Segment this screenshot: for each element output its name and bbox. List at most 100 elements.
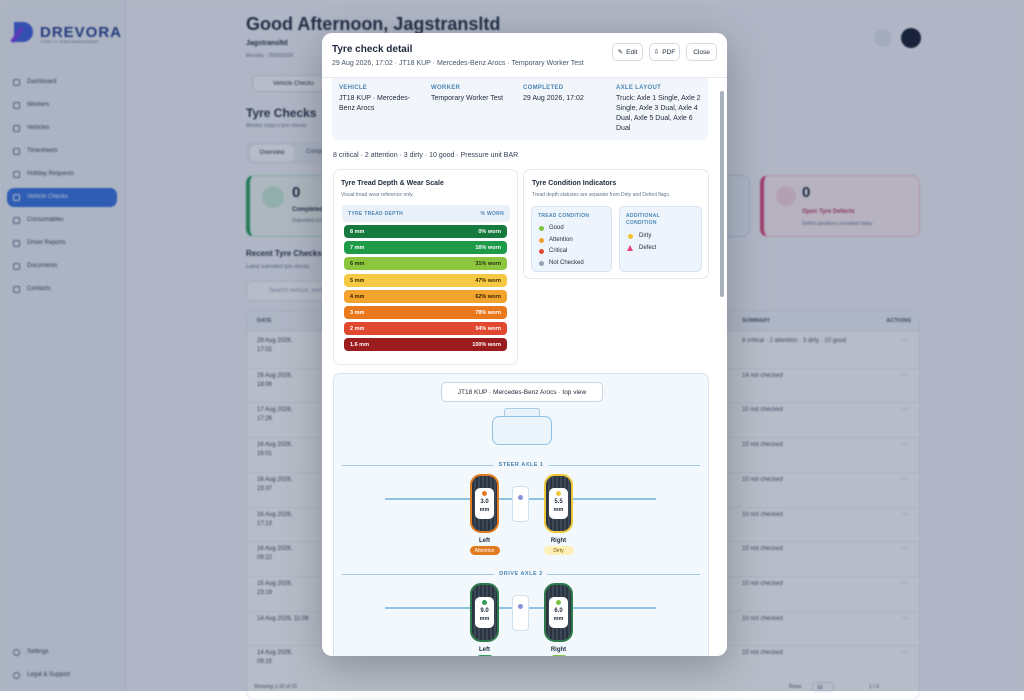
modal-button[interactable]: ✎ Edit	[612, 43, 643, 61]
nav-item[interactable]: Consumables	[27, 217, 64, 223]
tyre-status	[475, 655, 494, 656]
row-action[interactable]: ···	[902, 510, 909, 518]
nav-item[interactable]: Contacts	[27, 286, 51, 292]
card-label: Completed	[292, 207, 324, 213]
scale-card: Tyre Tread Depth & Wear Scale Visual tre…	[333, 169, 518, 365]
avatar[interactable]	[901, 28, 921, 48]
tyre-face: 6.0 mm	[549, 597, 568, 628]
nav-icon	[13, 148, 20, 155]
scale-worn: 16% worn	[475, 245, 501, 252]
row-action[interactable]: ···	[902, 337, 909, 344]
nav-item[interactable]: Holiday Requests	[27, 171, 75, 177]
cell-date: 16 Aug 2026, 09:22	[257, 546, 293, 562]
info-label: VEHICLE	[339, 85, 368, 91]
scale-row: 7 mm 16% worn	[344, 241, 507, 255]
nav-item[interactable]: Legal & Support	[27, 672, 71, 678]
tyre-status: Dirty	[543, 546, 574, 555]
row-action[interactable]: ···	[902, 475, 909, 483]
cell-summary: 10 not checked	[742, 580, 783, 587]
cell-date: 14 Aug 2026, 09:15	[257, 650, 293, 666]
tyre-side: Right	[550, 647, 567, 653]
scale-worn: 0% worn	[478, 229, 501, 235]
nav-item[interactable]: Documents	[27, 263, 58, 269]
cell-date: 15 Aug 2026, 23:19	[257, 580, 293, 596]
scale-header-label: TYRE TREAD DEPTH	[348, 211, 404, 217]
cell-summary: 10 not checked	[742, 615, 783, 622]
tyre-side: Left	[479, 538, 490, 544]
indicator-label: Not Checked	[549, 259, 584, 266]
indicator-heading: ADDITIONAL CONDITION	[626, 213, 660, 226]
scale-row: 2 mm 94% worn	[344, 322, 507, 336]
tab[interactable]: Overview	[250, 145, 294, 161]
axle-hub	[512, 595, 529, 631]
modal-button[interactable]: ⇩ PDF	[649, 43, 680, 61]
nav-icon	[13, 649, 20, 656]
indicator-dot	[539, 237, 544, 243]
tyre[interactable]: 9.0 mm	[470, 583, 499, 642]
nav-item[interactable]: Workers	[27, 102, 50, 108]
tyre[interactable]: 5.5 mm	[544, 474, 573, 533]
indicator-label: Defect	[639, 244, 657, 251]
modal-button[interactable]: Close	[686, 43, 717, 61]
date: Monday · 29/08/2026	[246, 53, 294, 59]
greeting: Good Afternoon, Jagstransltd	[246, 14, 501, 34]
info-value: 29 Aug 2026, 17:02	[523, 95, 584, 102]
bell[interactable]	[874, 29, 892, 47]
card-note: Defect positions recorded today	[802, 221, 873, 227]
divider	[322, 77, 727, 78]
tyre[interactable]: 6.0 mm	[544, 583, 573, 642]
nav-icon	[13, 672, 20, 679]
axle-center	[518, 604, 523, 609]
nav-item[interactable]: Vehicle Checks	[27, 194, 69, 200]
column-header: SUMMARY	[742, 318, 771, 324]
modal-subtitle: 29 Aug 2026, 17:02 · JT18 KUP · Mercedes…	[332, 60, 584, 67]
axle-name: STEER AXLE 1	[493, 462, 549, 468]
indicators-card: Tyre Condition Indicators Tread depth st…	[523, 169, 709, 279]
row-action[interactable]: ···	[902, 649, 909, 657]
tyre-unit: mm	[553, 616, 564, 622]
card-label: Open Tyre Defects	[802, 209, 855, 215]
cell-summary: 10 not checked	[742, 407, 783, 414]
scale-depth: 4 mm	[350, 293, 365, 300]
tab[interactable]: Completed	[306, 149, 336, 155]
nav-item[interactable]: Settings	[27, 649, 49, 655]
scale-header-label: % WORN	[480, 211, 504, 217]
tyre-status	[549, 655, 568, 656]
tyre-unit: mm	[479, 507, 490, 513]
row-action[interactable]: ···	[902, 545, 909, 553]
scale-worn: 47% worn	[475, 277, 501, 284]
tyre[interactable]: 3.0 mm	[470, 474, 499, 533]
card-value: 0	[292, 184, 301, 201]
indicator-triangle	[627, 244, 633, 251]
info-label: COMPLETED	[523, 85, 564, 91]
sidebar: DREVORA FLEET & TEAM MANAGEMENT Dashboar…	[0, 0, 126, 691]
scale-header: TYRE TREAD DEPTH % WORN	[342, 205, 510, 222]
section-subtitle: Monitor today's tyre checks	[246, 123, 307, 129]
scale-subtitle: Visual tread wear reference only.	[341, 192, 414, 198]
indicator-label: Attention	[549, 236, 573, 243]
nav-item[interactable]: Dashboard	[27, 79, 57, 85]
tyre-depth: 6.0	[554, 608, 563, 614]
modal-title: Tyre check detail	[332, 44, 413, 55]
row-action[interactable]: ···	[902, 406, 909, 414]
row-action[interactable]: ···	[902, 441, 909, 449]
axle-name: DRIVE AXLE 2	[494, 571, 548, 577]
rows-label: Rows	[789, 684, 802, 690]
nav-icon	[13, 102, 20, 109]
nav-item[interactable]: Vehicles	[27, 125, 50, 131]
scale-depth: 1.6 mm	[350, 342, 369, 349]
nav-icon	[13, 240, 20, 247]
nav-item[interactable]: Timesheets	[27, 148, 58, 154]
row-action[interactable]: ···	[902, 371, 909, 379]
cell-date: 14 Aug 2026, 11:08	[257, 615, 309, 622]
scrollbar[interactable]	[720, 91, 724, 297]
scale-worn: 94% worn	[475, 326, 501, 333]
cell-date: 16 Aug 2026, 17:13	[257, 511, 293, 527]
nav-item[interactable]: Driver Reports	[27, 240, 66, 246]
row-action[interactable]: ···	[902, 579, 909, 587]
summary: 8 critical · 2 attention · 3 dirty · 10 …	[333, 152, 519, 159]
row-action[interactable]: ···	[902, 614, 909, 622]
tyre-unit: mm	[479, 616, 490, 622]
info-value: Truck: Axle 1 Single, Axle 2 Single, Axl…	[616, 95, 701, 132]
